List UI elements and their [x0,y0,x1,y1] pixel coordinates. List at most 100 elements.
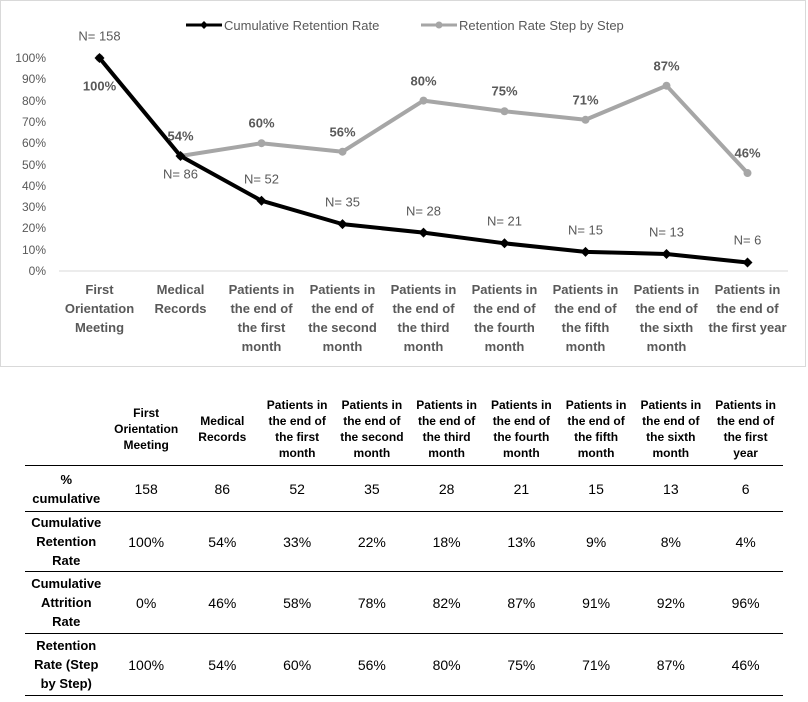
column-header: Patients in the end of the second month [340,398,404,460]
column-header: Patients in the end of the fourth month [491,398,552,460]
x-tick-label: Medical Records [154,282,207,316]
corner-cell [25,393,108,466]
cell: 6 [708,465,783,512]
annotation: N= 28 [405,203,442,219]
annotation: N= 35 [324,194,361,210]
cell: 91% [558,571,634,634]
marker [743,169,752,178]
table-row: % cumulative 158 86 52 35 28 21 15 13 6 [25,465,783,512]
y-tick-label: 60% [21,136,46,151]
data-label: 60% [248,115,275,131]
data-label: 46% [734,145,761,161]
data-label: 71% [572,92,599,108]
data-label: 56% [329,124,356,140]
annotation: N= 158 [78,28,121,44]
row-label: % cumulative [25,465,108,512]
legend-label: Retention Rate Step by Step [459,18,624,33]
cell: 158 [107,465,185,512]
data-label: 100% [82,78,117,94]
y-tick-label: 70% [21,114,46,129]
marker [419,96,428,105]
legend-label: Cumulative Retention Rate [224,18,379,33]
y-tick-label: 40% [21,178,46,193]
row-label: Retention Rate (Step by Step) [25,633,108,696]
cell: 96% [708,571,783,634]
cell: 78% [334,571,410,634]
annotation: N= 13 [648,224,685,240]
y-tick-label: 100% [15,51,46,65]
marker [662,81,671,90]
column-header: Patients in the end of the first month [266,398,328,460]
cell: 54% [184,511,260,572]
y-tick-label: 0% [28,264,46,278]
row-label: Cumulative Attrition Rate [25,571,108,634]
chart-svg: Cumulative Retention Rate Retention Rate … [59,18,788,272]
x-tick-label: Patients in the end of the fifth month [552,282,619,354]
cell: 33% [259,511,335,572]
cell: 60% [259,633,335,696]
y-tick-label: 80% [21,93,46,108]
cell: 4% [708,511,783,572]
marker [581,115,590,124]
annotation: N= 15 [567,222,604,238]
cell: 54% [184,633,260,696]
table-row: Cumulative Attrition Rate 0% 46% 58% 78% 82% 8… [25,571,783,634]
marker [256,195,267,206]
cell: 46% [184,571,260,634]
cell: 58% [259,571,335,634]
marker [499,238,510,249]
cell: 100% [107,633,185,696]
legend-marker [200,21,208,29]
marker [338,147,347,156]
cell: 75% [483,633,559,696]
marker [337,219,348,230]
cell: 46% [708,633,783,696]
x-tick-label: Patients in the end of the sixth month [633,282,700,354]
x-tick-label: Patients in the end of the first year [708,282,787,335]
y-tick-label: 50% [21,157,46,172]
cell: 82% [409,571,484,634]
x-tick-label: First Orientation Meeting [64,282,135,335]
annotation: N= 21 [486,213,523,229]
cell: 28 [409,465,484,512]
marker [742,257,753,268]
cell: 52 [259,465,335,512]
cell: 9% [558,511,634,572]
cell: 18% [409,511,484,572]
y-tick-label: 90% [21,72,46,87]
cell: 87% [633,633,709,696]
cell: 86 [184,465,260,512]
x-tick-label: Patients in the end of the second month [308,282,377,354]
cell: 13 [633,465,709,512]
y-tick-label: 10% [21,242,46,257]
column-header: Patients in the end of the first year [715,398,776,460]
data-label: 87% [653,58,680,74]
cell: 22% [334,511,410,572]
cell: 87% [483,571,559,634]
cell: 21 [483,465,559,512]
cell: 56% [334,633,410,696]
header-row: First Orientation Meeting Medical Records… [25,393,783,466]
data-label: 80% [410,73,437,89]
x-tick-label: Patients in the end of the third month [390,282,457,354]
data-table: First Orientation Meeting Medical Records… [25,393,783,696]
data-label: 75% [491,83,518,99]
y-tick-label: 30% [21,200,46,215]
cell: 0% [107,571,185,634]
annotation: N= 6 [733,232,762,248]
annotation: N= 86 [162,166,199,182]
cell: 100% [107,511,185,572]
legend-marker [435,21,443,29]
marker [257,139,266,148]
cell: 8% [633,511,709,572]
y-tick-label: 20% [21,221,46,236]
cell: 71% [558,633,634,696]
cell: 35 [334,465,410,512]
column-header: Patients in the end of the fifth month [565,398,627,460]
cell: 80% [409,633,484,696]
table-row: Retention Rate (Step by Step) 100% 54% 60% 5… [25,633,783,696]
cell: 15 [558,465,634,512]
column-header: Patients in the end of the sixth month [640,398,702,460]
cell: 13% [483,511,559,572]
